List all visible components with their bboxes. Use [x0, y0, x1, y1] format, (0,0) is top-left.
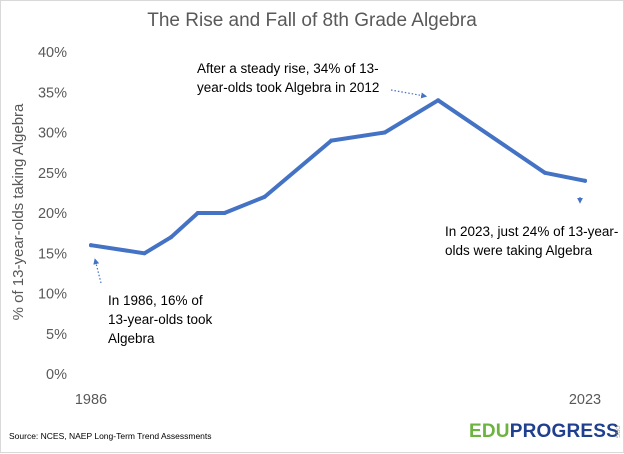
data-point [436, 98, 441, 103]
y-tick-label: 30% [38, 126, 67, 142]
y-tick-label: 10% [38, 287, 67, 303]
data-point [542, 170, 547, 175]
y-tick-label: 25% [38, 166, 67, 182]
eduprogress-logo: EDUPROGRESS [469, 421, 620, 442]
data-point [169, 235, 174, 240]
annotation-2012-peak: After a steady rise, 34% of 13- year-old… [197, 61, 380, 95]
annotation-2023: In 2023, just 24% of 13-year- olds were … [445, 224, 619, 258]
chart-title: The Rise and Fall of 8th Grade Algebra [147, 10, 477, 31]
data-point [329, 138, 334, 143]
y-tick-label: 35% [38, 85, 67, 101]
data-point [583, 178, 587, 183]
data-point [89, 243, 93, 248]
x-tick-label: 2023 [569, 392, 601, 408]
data-point [222, 211, 227, 215]
y-tick-label: 0% [46, 367, 67, 383]
source-note: Source: NCES, NAEP Long-Term Trend Asses… [9, 431, 212, 441]
data-point [195, 211, 200, 215]
arrow-to-2012 [390, 89, 428, 99]
data-point [142, 251, 147, 256]
y-tick-label: 20% [38, 206, 67, 222]
x-tick-label: 1986 [75, 392, 107, 408]
data-point [382, 130, 387, 135]
y-axis-label: % of 13-year-olds taking Algebra [10, 103, 27, 320]
logo-domain-suffix: .ORG [614, 424, 620, 439]
y-tick-label: 5% [46, 327, 67, 343]
annotation-1986: In 1986, 16% of 13-year-olds took Algebr… [108, 293, 213, 346]
y-tick-label: 15% [38, 246, 67, 262]
arrow-to-1986 [93, 258, 102, 284]
y-tick-label: 40% [38, 45, 67, 61]
data-point [262, 194, 267, 199]
